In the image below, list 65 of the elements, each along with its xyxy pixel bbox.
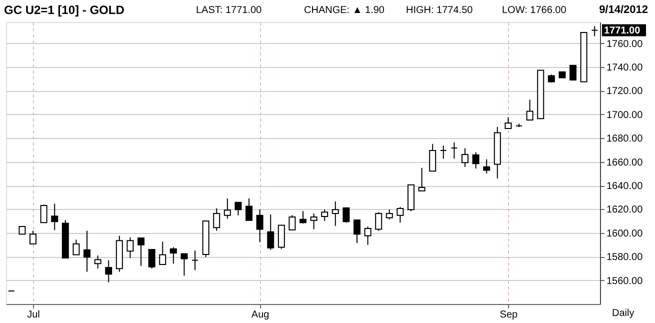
y-tick-label: 1640.00: [606, 181, 644, 192]
candlestick: [300, 210, 306, 224]
candlestick: [386, 209, 393, 220]
candlestick: [267, 214, 274, 250]
candlestick: [342, 207, 350, 224]
text: LOW: 1766.00: [502, 5, 567, 16]
candlestick: [72, 239, 80, 256]
candlestick: [364, 226, 372, 246]
candlestick: [126, 236, 134, 259]
candlestick: [159, 241, 166, 266]
candlestick: [30, 230, 36, 244]
x-tick-label: Aug: [251, 310, 270, 320]
candlestick: [375, 212, 382, 232]
candlestick: [332, 200, 339, 226]
y-tick-label: 1580.00: [606, 252, 644, 264]
text: HIGH: 1774.50: [406, 5, 474, 16]
y-tick-label: 1600.00: [606, 228, 644, 240]
candlestick: [180, 253, 188, 276]
y-tick-label: 1740.00: [606, 62, 644, 74]
candlestick: [321, 209, 328, 222]
candlestick: [354, 219, 360, 244]
chart-title: GC U2=1 [10] - GOLD: [4, 3, 125, 17]
text: 9/14/2012: [599, 4, 648, 16]
candlestick: [570, 64, 576, 81]
candlestick: [278, 224, 285, 250]
candlestick: [224, 198, 231, 220]
candlestick: [256, 209, 264, 243]
y-tick-label: 1620.00: [606, 204, 644, 216]
candlestick: [234, 202, 242, 216]
candlestick: [591, 26, 598, 37]
candlestick: [310, 212, 318, 230]
candlestick: [526, 99, 534, 120]
candlestick: [94, 254, 102, 270]
candlestick: [84, 230, 90, 272]
candlestick: [170, 246, 177, 264]
candlestick: [450, 142, 458, 160]
text: CHANGE: ▲ 1.90: [304, 5, 385, 16]
x-tick-label: Sep: [500, 310, 518, 320]
y-tick-label: 1660.00: [606, 157, 644, 168]
candlestick: [462, 148, 468, 168]
candlestick: [213, 208, 220, 232]
x-tick-label: Jul: [27, 310, 40, 320]
y-tick-label: 1560.00: [606, 276, 644, 287]
candlestick: [429, 143, 436, 172]
candlestick: [192, 250, 198, 271]
candlestick: [138, 238, 144, 266]
candlestick: [472, 152, 480, 170]
candlestick: [40, 204, 48, 224]
y-tick-label: 1680.00: [606, 134, 644, 145]
text: LAST: 1771.00: [196, 5, 262, 16]
candlestick: [246, 198, 252, 221]
candlestick: [418, 167, 426, 192]
y-tick-label: 1700.00: [606, 110, 644, 121]
candlestick: [504, 116, 512, 130]
text: 1771.00: [604, 25, 641, 36]
y-tick-label: 1720.00: [606, 86, 644, 98]
candlestick: [396, 206, 404, 224]
y-tick-label: 1760.00: [606, 38, 644, 50]
candlestick: [288, 214, 296, 230]
candlestick: [440, 145, 447, 160]
text: Daily: [612, 308, 634, 319]
candlestick: [148, 248, 156, 270]
candlestick: [105, 260, 112, 283]
candlestick: [483, 158, 490, 174]
candlestick: [51, 203, 58, 231]
